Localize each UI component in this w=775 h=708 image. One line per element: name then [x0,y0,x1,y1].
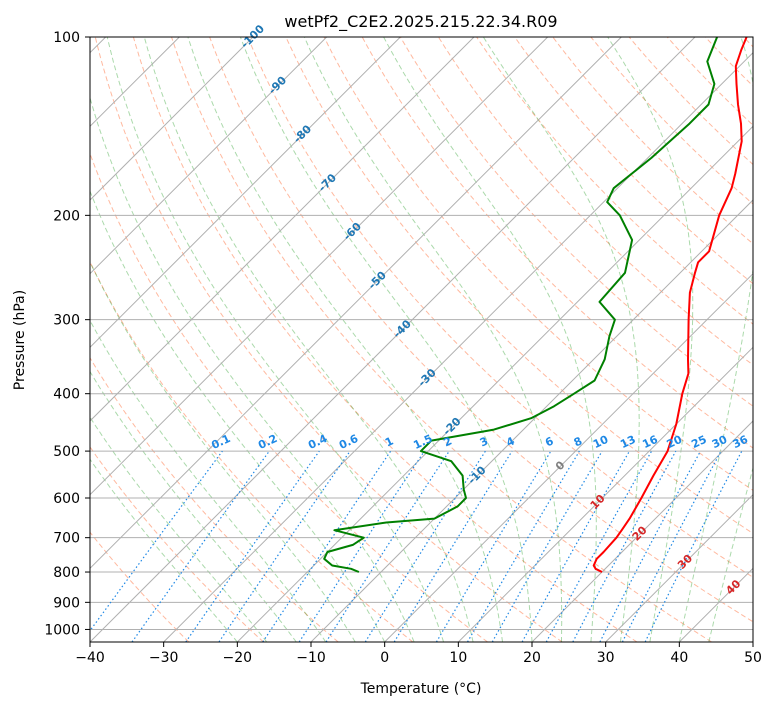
y-axis-label: Pressure (hPa) [12,290,28,390]
isotherm-gridline [90,37,401,349]
isotherm-gridline [90,37,622,570]
x-tick-label: 30 [597,650,615,666]
moist-adiabat-line [106,37,445,642]
x-axis-label: Temperature (°C) [360,681,482,697]
moist-adiabat-line [143,37,474,642]
moist-adiabat-line [90,416,268,642]
temperature-profile-line [592,37,748,573]
moist-adiabat-line [90,458,238,642]
x-tick-label: −40 [75,650,105,666]
isotherm-gridline [90,37,549,496]
mixing-ratio-line [393,450,513,642]
dry-adiabat-line [590,37,753,205]
chart-title: wetPf2_C2E2.2025.215.22.34.R09 [284,12,557,32]
dry-adiabat-line [171,37,712,642]
moist-adiabat-line [708,466,753,642]
y-tick-label: 700 [53,531,80,547]
moist-adiabat-line [482,37,640,642]
dry-adiabat-line [285,37,753,535]
dewpoint-profile-line [323,37,719,573]
isotherm-gridline [605,493,753,642]
moist-adiabat-line [303,37,563,642]
moist-adiabat-line [187,37,503,642]
grid-layer [90,37,753,642]
dry-adiabat-line [132,37,638,642]
mixing-ratio-line [90,450,223,632]
moist-adiabat-line [90,189,386,642]
mixing-ratio-label: 25 [689,433,708,451]
mixing-ratio-label: 10 [591,433,611,451]
dry-adiabat-line [209,37,753,623]
dry-adiabat-line [323,37,753,491]
isotherm-gridline [90,37,696,642]
mixing-ratio-label: 30 [710,433,730,451]
mixing-ratio-line [298,450,425,642]
x-tick-label: −30 [149,650,179,666]
y-tick-label: 500 [53,444,80,460]
dry-adiabat-line [90,260,414,642]
mixing-ratio-line [521,450,631,642]
moist-adiabat-line [383,37,597,642]
mixing-ratio-label: 20 [665,433,685,451]
mixing-ratio-line [325,450,450,642]
mixing-ratio-label: 16 [640,433,660,451]
x-tick-label: −20 [223,650,253,666]
x-tick-label: −10 [296,650,326,666]
mixing-ratio-line [185,450,320,642]
y-tick-label: 400 [53,387,80,403]
y-tick-label: 900 [53,595,80,611]
dry-adiabat-line [90,356,339,642]
moist-adiabat-line [90,260,356,642]
axes-layer: −40 −30 −20 −10 0 10 20 30 40 50 100 200 300 400 500 60… [44,30,762,666]
series-layer [323,37,748,573]
x-tick-label: 40 [670,650,688,666]
isotherm-gridline [163,51,753,642]
dry-adiabat-line [90,531,190,642]
isotherm-gridline [457,346,753,642]
isotherm-gridline [90,37,254,201]
mixing-ratio-label: 13 [618,433,637,451]
mixing-ratio-line [572,450,677,642]
moist-adiabat-line [678,37,753,642]
isotherm-gridline [531,420,753,642]
y-tick-label: 1000 [44,622,80,638]
isotherm-gridline [90,37,475,422]
y-tick-label: 200 [53,208,80,224]
mixing-ratio-label: 36 [731,433,751,451]
dry-adiabat-line [94,37,563,642]
x-tick-label: 0 [380,650,389,666]
y-tick-label: 300 [53,313,80,329]
x-tick-label: 20 [523,650,541,666]
x-tick-label: 50 [744,650,762,666]
mixing-ratio-line [218,450,351,642]
x-tick-label: 10 [449,650,467,666]
y-tick-label: 800 [53,565,80,581]
dry-adiabat-line [399,37,753,407]
mixing-ratio-line [545,450,653,642]
isotherm-gridline [90,37,328,275]
isotherm-gridline [384,272,753,642]
dry-adiabat-line [476,37,753,325]
moist-adiabat-line [90,319,327,642]
isotherm-gridline [310,199,753,642]
dry-adiabat-line [437,37,753,366]
mixing-ratio-line [644,450,743,642]
y-tick-label: 100 [53,30,80,46]
mixing-ratio-line [131,450,270,642]
plot-frame [89,36,754,643]
dry-adiabat-line [552,37,753,245]
y-tick-label: 600 [53,491,80,507]
moist-adiabat-line [239,37,533,642]
mixing-ratio-line [262,450,392,642]
